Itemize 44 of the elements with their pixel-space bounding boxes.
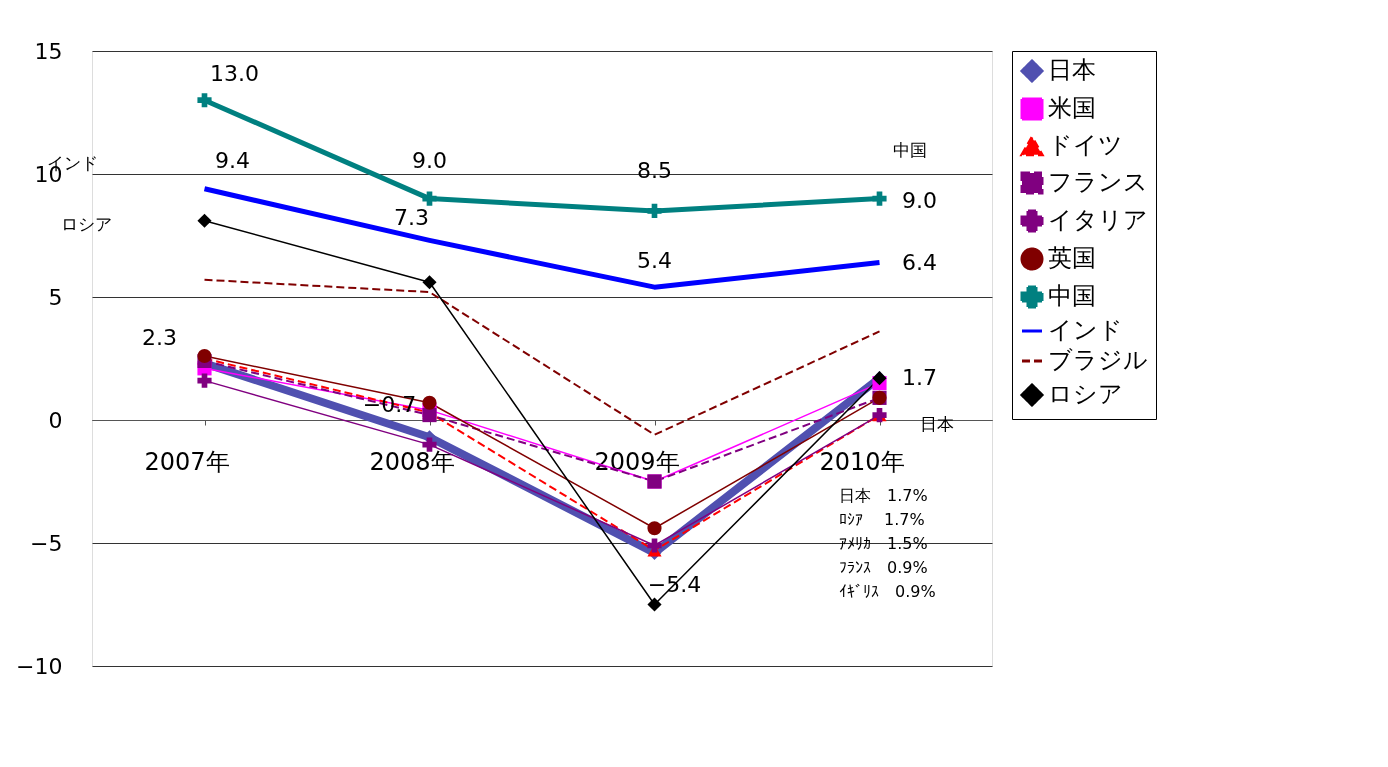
annotation: 中国: [893, 140, 927, 161]
data-label: 5.4: [637, 248, 672, 274]
point: [422, 191, 437, 206]
legend-label: フランス: [1048, 168, 1148, 196]
x-tick-label: 2007年: [144, 447, 230, 476]
point: [647, 203, 662, 218]
y-tick-label: −10: [16, 653, 63, 679]
data-label: 9.0: [412, 147, 447, 173]
data-label: 9.0: [902, 187, 937, 213]
y-tick-label: 0: [48, 407, 63, 433]
y-tick-label: 5: [48, 284, 63, 310]
x-tick-label: 2009年: [594, 447, 680, 476]
annotation: ロシア: [60, 214, 112, 235]
data-label: 1.7: [902, 365, 937, 391]
point: [647, 597, 662, 612]
legend-label: 米国: [1048, 94, 1096, 122]
y-tick-label: 15: [34, 38, 63, 64]
point: [422, 275, 437, 290]
data-label: 6.4: [902, 249, 937, 275]
x-tick-label: 2008年: [369, 447, 455, 476]
y-tick-label: −5: [30, 530, 63, 556]
legend-label: イタリア: [1048, 206, 1148, 234]
legend-label: ドイツ: [1048, 131, 1123, 159]
point: [422, 395, 437, 410]
point: [422, 437, 437, 452]
data-label: 13.0: [210, 61, 259, 87]
legend-label: 日本: [1048, 56, 1096, 84]
line-series: [203, 278, 881, 436]
legend-label: 英国: [1048, 244, 1096, 272]
x-tick-label: 2010年: [819, 447, 905, 476]
point: [872, 191, 887, 206]
legend-label: 中国: [1048, 282, 1096, 310]
point: [197, 348, 212, 364]
point: [197, 213, 212, 228]
point: [197, 93, 212, 108]
legend-label: ブラジル: [1048, 346, 1148, 374]
point: [647, 521, 662, 536]
data-label: 9.4: [215, 147, 250, 173]
data-label: 7.3: [394, 205, 429, 231]
legend-label: インド: [1048, 316, 1123, 344]
point: [197, 373, 212, 388]
legend-label: ロシア: [1048, 380, 1123, 408]
point: [422, 408, 437, 423]
data-label: 2.3: [142, 325, 177, 351]
